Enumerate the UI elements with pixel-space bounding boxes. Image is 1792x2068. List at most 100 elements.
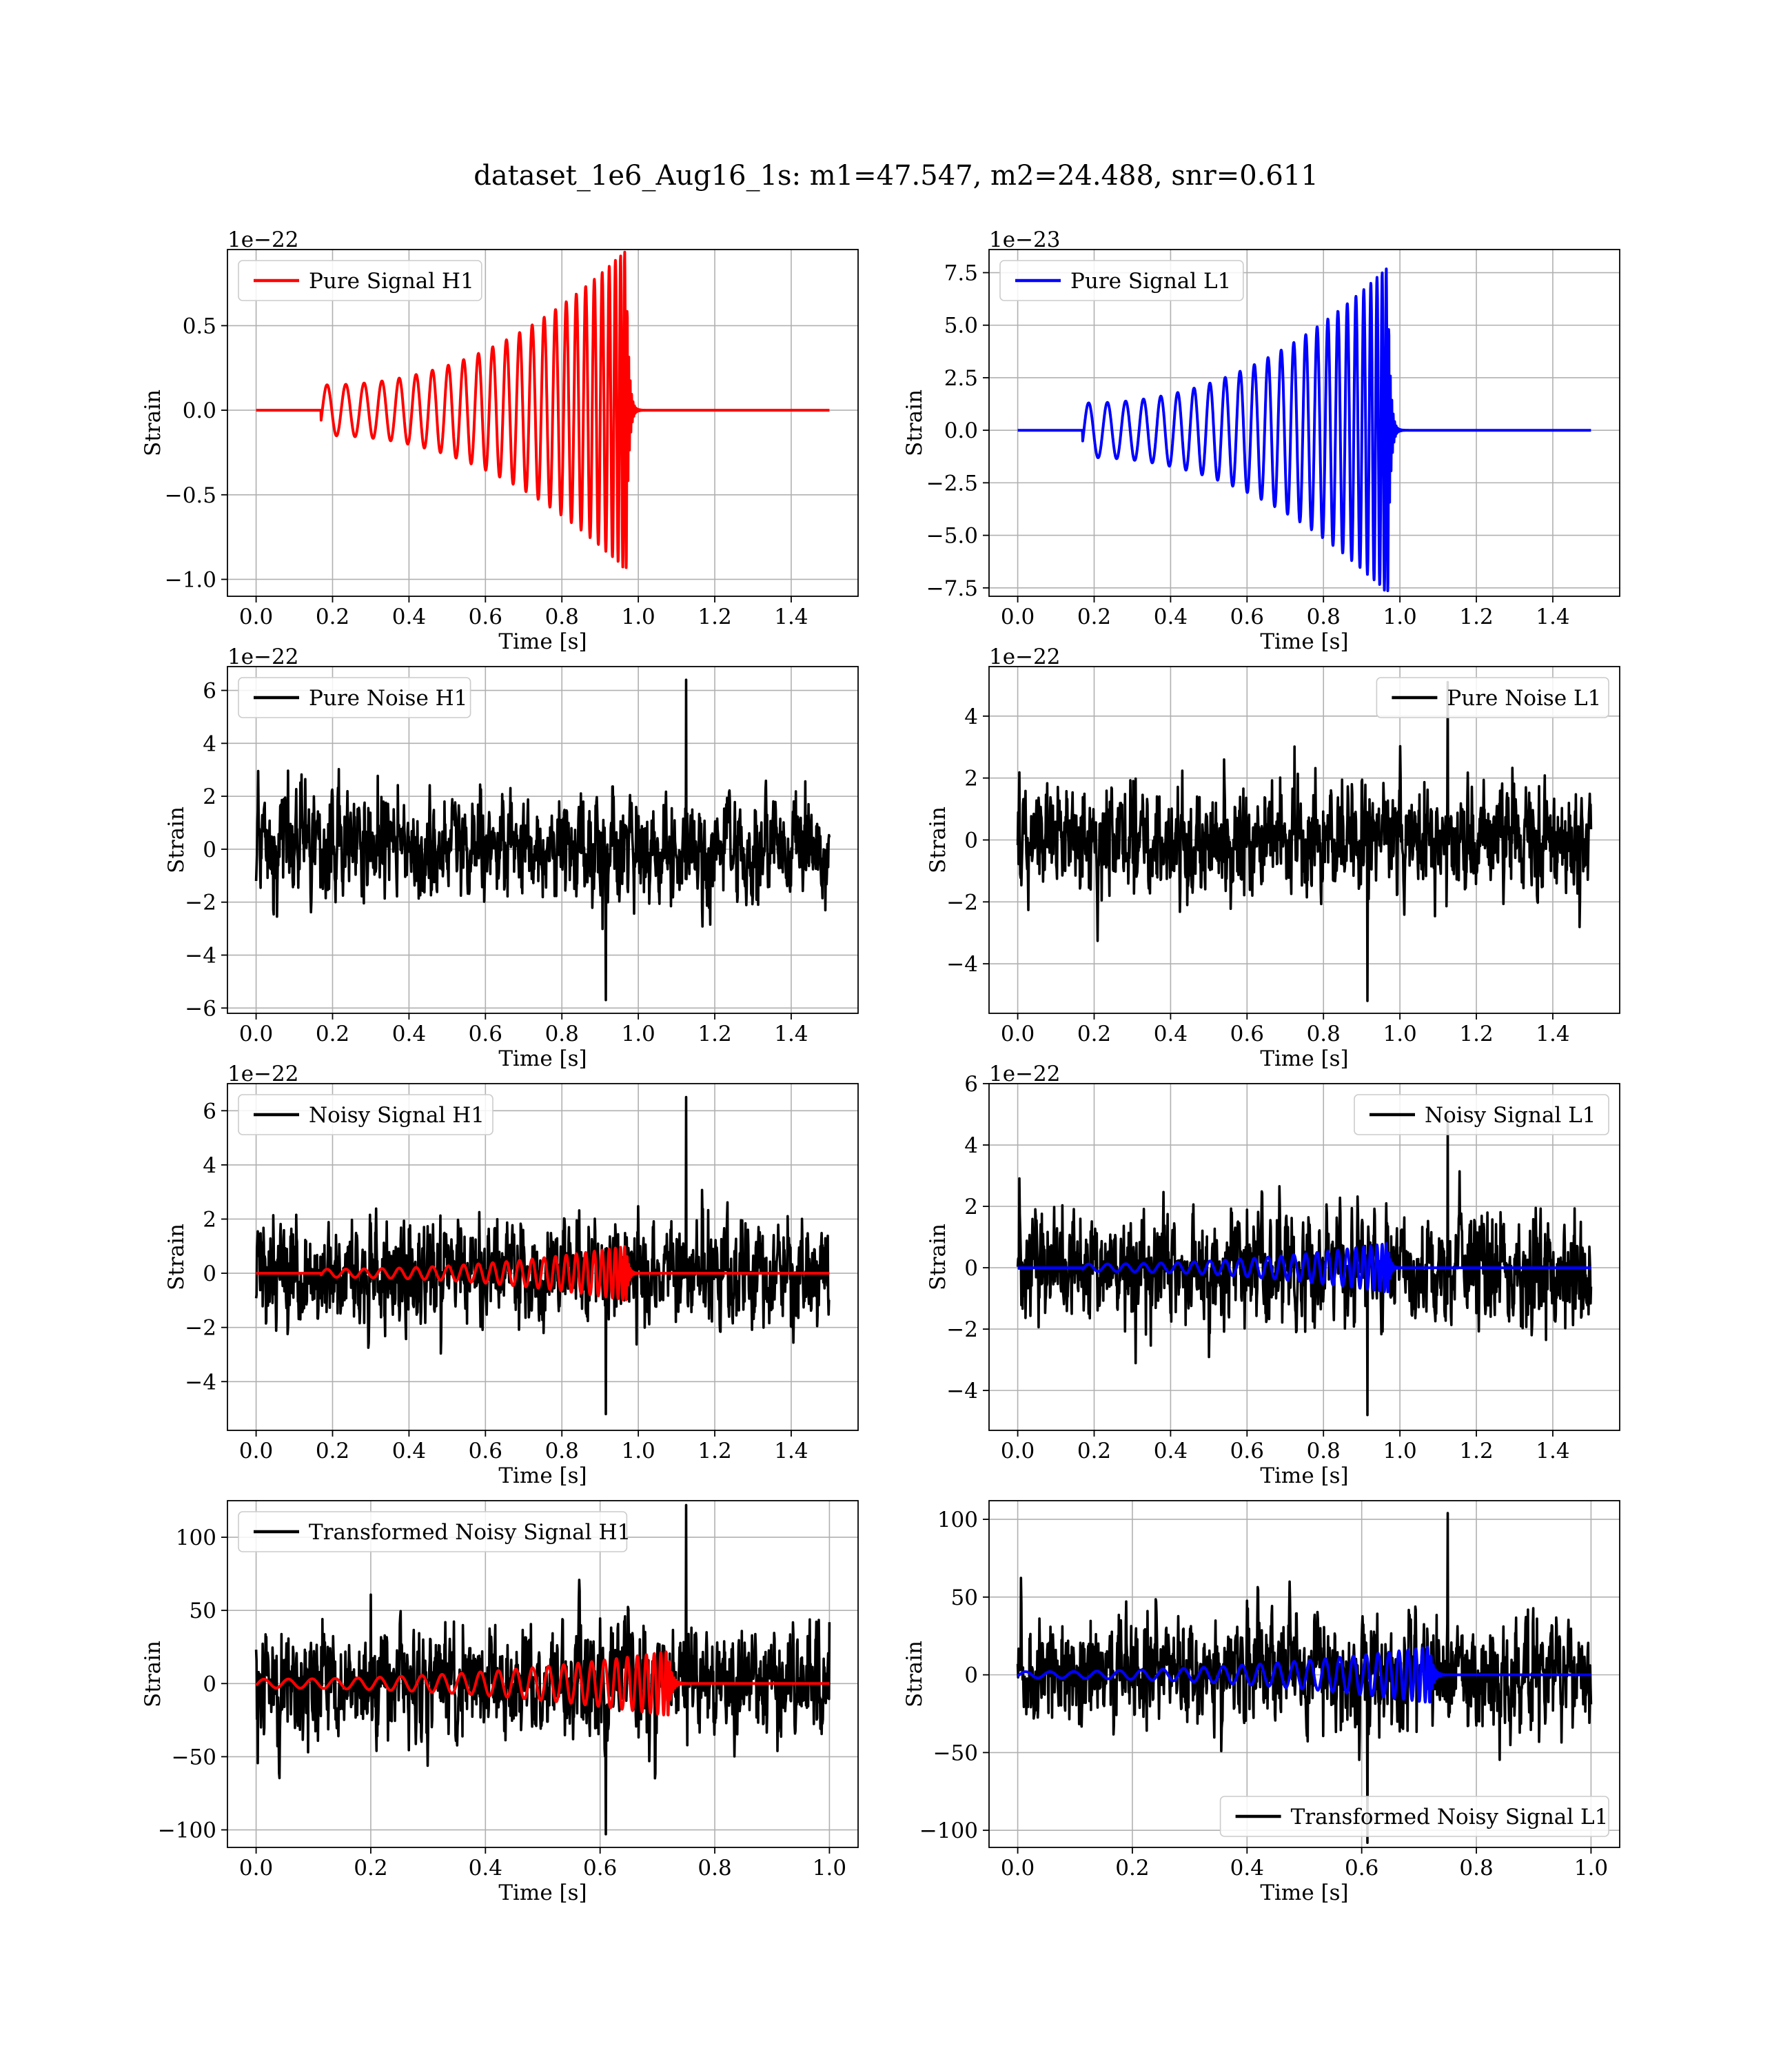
- legend: Pure Signal L1: [999, 260, 1244, 301]
- x-tick-label: 0.0: [239, 605, 273, 629]
- legend-label: Pure Noise L1: [1447, 686, 1601, 711]
- legend: Pure Noise H1: [238, 677, 471, 718]
- panels: 0.0 0.2 0.4 0.6 0.8 1.0 1.2 1.4 Time [s] −1.0 −0.5…: [141, 227, 1620, 1905]
- axis-multiplier: 1e−23: [989, 227, 1061, 252]
- chart-pure-noise-l1: 0.0 0.2 0.4 0.6 0.8 1.0 1.2 1.4 Time [s] −4 −2 0 2 4 S…: [926, 645, 1620, 1071]
- y-tick-label: 4: [203, 731, 216, 756]
- x-tick-label: 0.6: [583, 1856, 617, 1881]
- y-axis-label: Strain: [164, 1224, 189, 1290]
- y-axis-label: Strain: [141, 389, 165, 456]
- x-axis-label: Time [s]: [1260, 1463, 1348, 1488]
- x-axis: 0.0 0.2 0.4 0.6 0.8 1.0 1.2 1.4 Time [s]: [239, 1013, 808, 1071]
- y-tick-label: 0: [203, 1261, 216, 1286]
- legend-box: [238, 1094, 493, 1135]
- plot-area: [1016, 267, 1593, 592]
- y-tick-label: −2: [946, 1317, 978, 1342]
- x-tick-label: 0.0: [239, 1022, 273, 1046]
- signal-series-line: [254, 1650, 831, 1716]
- legend-box: [1354, 1094, 1609, 1135]
- x-tick-label: 1.4: [774, 1022, 808, 1046]
- y-tick-label: −7.5: [926, 576, 978, 601]
- y-tick-label: −50: [172, 1745, 216, 1770]
- y-axis: −4 −2 0 2 4 Strain: [926, 704, 989, 977]
- legend: Transformed Noisy Signal L1: [1219, 1796, 1609, 1837]
- y-tick-label: 2: [203, 1207, 216, 1232]
- x-tick-label: 0.6: [469, 1022, 502, 1046]
- x-tick-label: 0.2: [1077, 605, 1111, 629]
- y-tick-label: 50: [190, 1599, 216, 1623]
- y-tick-label: 4: [964, 1133, 978, 1158]
- chart-transformed-noisy-signal-h1: 0.0 0.2 0.4 0.6 0.8 1.0 Time [s] −100 −50 0 50 100 S…: [141, 1500, 859, 1905]
- x-axis: 0.0 0.2 0.4 0.6 0.8 1.0 Time [s]: [1001, 1847, 1608, 1905]
- x-tick-label: 0.6: [469, 605, 502, 629]
- axis-multiplier: 1e−22: [989, 645, 1061, 669]
- x-tick-label: 1.2: [698, 1439, 731, 1463]
- x-tick-label: 0.4: [1154, 1439, 1188, 1463]
- legend: Pure Signal H1: [238, 260, 482, 301]
- y-axis-label: Strain: [902, 389, 927, 456]
- legend-label: Noisy Signal H1: [309, 1103, 485, 1128]
- x-tick-label: 0.4: [1154, 1022, 1188, 1046]
- y-tick-label: 2: [964, 767, 978, 791]
- axes-frame: [988, 249, 1620, 597]
- x-tick-label: 1.2: [698, 605, 731, 629]
- chart-pure-noise-h1: 0.0 0.2 0.4 0.6 0.8 1.0 1.2 1.4 Time [s] −6 −4 −2 0 2…: [164, 645, 859, 1071]
- plot-area: [254, 678, 831, 1002]
- plot-area: [1016, 680, 1593, 1002]
- y-axis: −100 −50 0 50 100 Strain: [902, 1508, 989, 1843]
- legend-label: Pure Noise H1: [309, 686, 467, 711]
- x-tick-label: 1.2: [1459, 1022, 1493, 1046]
- y-tick-label: 7.5: [944, 261, 978, 286]
- x-tick-label: 0.8: [698, 1856, 731, 1881]
- x-tick-label: 0.0: [239, 1439, 273, 1463]
- axis-multiplier: 1e−22: [227, 1062, 299, 1086]
- figure-title: dataset_1e6_Aug16_1s: m1=47.547, m2=24.4…: [474, 160, 1318, 192]
- x-tick-label: 0.2: [316, 605, 349, 629]
- plot-area: [254, 1095, 831, 1416]
- y-tick-label: −2: [185, 1316, 216, 1341]
- signal-series-line: [1016, 1645, 1593, 1704]
- signal-series-line: [1016, 267, 1593, 592]
- chart-transformed-noisy-signal-l1: 0.0 0.2 0.4 0.6 0.8 1.0 Time [s] −100 −50 0 50 100 S…: [902, 1500, 1620, 1905]
- axis-multiplier: 1e−22: [989, 1062, 1061, 1086]
- axis-multiplier: 1e−22: [227, 227, 299, 252]
- x-tick-label: 1.4: [1536, 1022, 1569, 1046]
- y-axis-label: Strain: [926, 1224, 950, 1290]
- y-axis: −4 −2 0 2 4 6 Strain: [926, 1072, 989, 1403]
- x-tick-label: 0.4: [469, 1856, 502, 1881]
- y-tick-label: −50: [933, 1741, 978, 1765]
- legend-label: Transformed Noisy Signal L1: [1291, 1805, 1609, 1829]
- x-axis-label: Time [s]: [1260, 1881, 1348, 1905]
- y-tick-label: −1.0: [165, 567, 216, 592]
- axes-frame: [227, 666, 859, 1014]
- x-tick-label: 0.2: [1077, 1439, 1111, 1463]
- x-tick-label: 0.8: [545, 1439, 579, 1463]
- signal-series-line: [254, 1245, 831, 1301]
- y-tick-label: 6: [203, 1099, 216, 1124]
- x-tick-label: 1.0: [621, 605, 655, 629]
- chart-pure-signal-l1: 0.0 0.2 0.4 0.6 0.8 1.0 1.2 1.4 Time [s] −7.5 −5.0…: [902, 227, 1620, 654]
- axes-frame: [988, 1500, 1620, 1848]
- x-tick-label: 0.0: [1001, 1856, 1035, 1881]
- noise-series-line: [1016, 680, 1593, 1002]
- axes-frame: [988, 1083, 1620, 1431]
- legend-box: [999, 260, 1244, 301]
- y-tick-label: 0: [203, 1672, 216, 1696]
- legend: Pure Noise L1: [1376, 677, 1609, 718]
- x-tick-label: 0.0: [1001, 1439, 1035, 1463]
- y-tick-label: 4: [203, 1153, 216, 1178]
- x-axis: 0.0 0.2 0.4 0.6 0.8 1.0 1.2 1.4 Time [s]: [1001, 596, 1570, 654]
- x-tick-label: 0.8: [1459, 1856, 1493, 1881]
- x-tick-label: 0.4: [1230, 1856, 1264, 1881]
- x-tick-label: 0.4: [392, 1439, 426, 1463]
- y-axis-label: Strain: [926, 807, 950, 873]
- y-tick-label: 100: [176, 1525, 216, 1550]
- y-tick-label: 2: [964, 1195, 978, 1219]
- y-tick-label: −100: [919, 1818, 978, 1843]
- y-tick-label: 4: [964, 704, 978, 729]
- legend-box: [238, 677, 471, 718]
- x-axis: 0.0 0.2 0.4 0.6 0.8 1.0 1.2 1.4 Time [s]: [1001, 1430, 1570, 1488]
- legend-box: [1219, 1796, 1609, 1837]
- y-axis-label: Strain: [902, 1641, 927, 1707]
